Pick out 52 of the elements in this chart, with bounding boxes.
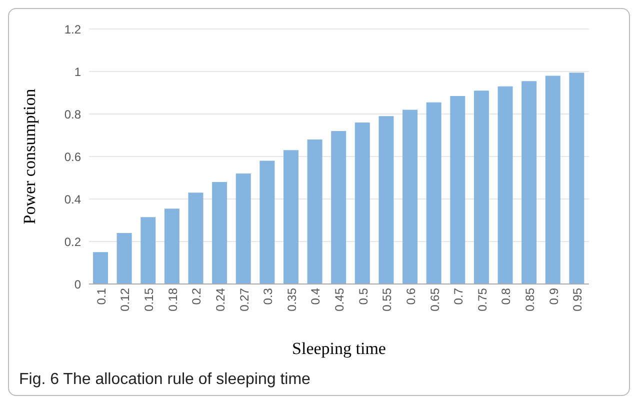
x-tick-label: 0.27	[237, 288, 252, 312]
bar	[260, 160, 275, 284]
bar	[188, 192, 204, 284]
bar	[450, 96, 466, 284]
x-tick-label: 0.35	[284, 288, 299, 312]
y-tick-label: 1	[74, 64, 82, 79]
bar	[378, 116, 394, 284]
bar	[354, 122, 370, 284]
x-tick-label: 0.6	[404, 288, 418, 305]
bar	[522, 81, 537, 284]
bar	[116, 233, 132, 284]
x-tick-label: 0.18	[166, 288, 180, 312]
y-axis-title: Power consumption	[20, 88, 40, 224]
x-tick-label: 0.75	[475, 288, 490, 312]
bar	[426, 102, 442, 284]
bar	[402, 110, 418, 284]
bar	[569, 72, 584, 284]
bar	[236, 174, 251, 284]
x-axis-title: Sleeping time	[292, 339, 386, 358]
x-tick-label: 0.7	[452, 288, 466, 305]
caption: Fig. 6 The allocation rule of sleeping time	[19, 371, 310, 389]
x-tick-label: 0.65	[428, 288, 442, 312]
x-tick-label: 0.24	[213, 288, 228, 312]
x-tick-label: 0.8	[499, 288, 514, 305]
bar	[140, 217, 156, 284]
y-tick-label: 0	[74, 277, 82, 292]
x-tick-label: 0.95	[570, 288, 585, 312]
y-tick-label: 0.8	[64, 107, 82, 122]
x-tick-label: 0.4	[308, 288, 323, 305]
bar	[498, 86, 513, 284]
bar	[307, 140, 322, 284]
x-tick-label: 0.45	[332, 288, 347, 312]
y-tick-label: 1.2	[64, 22, 82, 36]
x-tick-label: 0.5	[356, 288, 370, 305]
x-tick-label: 0.12	[118, 288, 132, 312]
bar	[545, 76, 560, 284]
y-tick-label: 0.6	[64, 150, 82, 164]
y-tick-label: 0.2	[64, 234, 82, 249]
bar	[93, 252, 108, 284]
x-tick-label: 0.55	[380, 288, 394, 312]
x-tick-label: 0.15	[142, 288, 156, 312]
x-tick-label: 0.1	[94, 288, 108, 305]
x-tick-label: 0.9	[546, 288, 561, 305]
x-tick-label: 0.3	[261, 288, 276, 305]
bar	[283, 150, 298, 284]
bar	[212, 182, 228, 284]
bar	[474, 90, 489, 284]
x-tick-label: 0.2	[190, 288, 204, 305]
x-tick-label: 0.85	[522, 288, 537, 312]
y-tick-label: 0.4	[64, 192, 82, 206]
bar	[164, 208, 180, 284]
bar	[331, 131, 346, 284]
